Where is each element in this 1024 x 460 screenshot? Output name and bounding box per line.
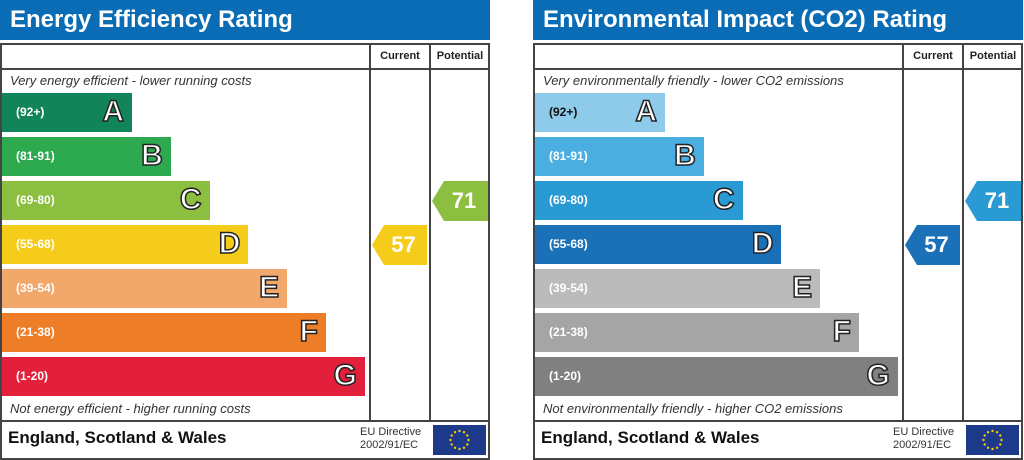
directive-label: EU Directive: [893, 426, 955, 438]
band-c: (69-80) C: [535, 181, 743, 220]
band-e: (39-54) E: [535, 269, 821, 308]
band-c: (69-80) C: [2, 181, 210, 220]
current-rating-arrow: 57: [372, 225, 427, 265]
band-range: (1-20): [16, 369, 49, 383]
potential-rating-arrow: 71: [965, 181, 1021, 221]
band-letter: G: [866, 358, 891, 393]
band-range: (39-54): [549, 281, 588, 295]
chart-title: Energy Efficiency Rating: [0, 0, 490, 40]
eu-directive: EU Directive 2002/91/EC: [893, 426, 954, 452]
band-letter: E: [791, 270, 813, 305]
band-letter: F: [832, 314, 852, 349]
divider: [0, 420, 490, 422]
band-letter: C: [179, 182, 202, 217]
directive-number: 2002/91/EC: [360, 439, 419, 451]
band-letter: B: [140, 138, 163, 173]
energy-efficiency-chart: Energy Efficiency Rating Current Potenti…: [0, 0, 490, 460]
band-g: (1-20) G: [535, 357, 898, 396]
column-potential: Potential: [436, 50, 484, 62]
band-d: (55-68) D: [535, 225, 782, 264]
top-note: Very environmentally friendly - lower CO…: [543, 73, 844, 88]
eu-flag-icon: [433, 425, 486, 455]
current-rating-arrow: 57: [905, 225, 960, 265]
band-range: (69-80): [16, 193, 55, 207]
divider: [902, 43, 904, 420]
bottom-note: Not energy efficient - higher running co…: [10, 401, 251, 416]
band-range: (55-68): [549, 237, 588, 251]
band-letter: D: [218, 226, 241, 261]
region-label: England, Scotland & Wales: [8, 428, 227, 447]
divider: [533, 420, 1023, 422]
band-letter: G: [333, 358, 358, 393]
band-range: (1-20): [549, 369, 582, 383]
divider: [429, 43, 431, 420]
band-letter: B: [673, 138, 696, 173]
potential-rating-arrow: 71: [432, 181, 488, 221]
eu-flag-icon: [966, 425, 1019, 455]
band-f: (21-38) F: [2, 313, 326, 352]
top-note: Very energy efficient - lower running co…: [10, 73, 252, 88]
directive-number: 2002/91/EC: [893, 439, 952, 451]
directive-label: EU Directive: [360, 426, 422, 438]
band-range: (92+): [16, 105, 45, 119]
divider: [369, 43, 371, 420]
band-range: (81-91): [549, 149, 588, 163]
chart-frame: [0, 43, 490, 460]
bottom-note: Not environmentally friendly - higher CO…: [543, 401, 843, 416]
band-a: (92+) A: [535, 93, 665, 132]
band-e: (39-54) E: [2, 269, 288, 308]
column-current: Current: [380, 50, 420, 62]
divider: [0, 68, 490, 70]
region-label: England, Scotland & Wales: [541, 428, 760, 447]
band-letter: D: [751, 226, 774, 261]
divider: [533, 68, 1023, 70]
band-f: (21-38) F: [535, 313, 859, 352]
band-letter: A: [635, 94, 658, 129]
chart-frame: [533, 43, 1023, 460]
band-range: (81-91): [16, 149, 55, 163]
band-b: (81-91) B: [535, 137, 704, 176]
eu-directive: EU Directive 2002/91/EC: [360, 426, 421, 452]
band-range: (69-80): [549, 193, 588, 207]
band-letter: E: [258, 270, 280, 305]
band-range: (21-38): [16, 325, 55, 339]
band-range: (55-68): [16, 237, 55, 251]
band-range: (21-38): [549, 325, 588, 339]
chart-title: Environmental Impact (CO2) Rating: [533, 0, 1023, 40]
band-b: (81-91) B: [2, 137, 171, 176]
band-letter: C: [712, 182, 735, 217]
divider: [962, 43, 964, 420]
band-d: (55-68) D: [2, 225, 249, 264]
band-g: (1-20) G: [2, 357, 365, 396]
band-range: (92+): [549, 105, 578, 119]
band-range: (39-54): [16, 281, 55, 295]
band-letter: F: [299, 314, 319, 349]
column-current: Current: [913, 50, 953, 62]
column-potential: Potential: [969, 50, 1017, 62]
band-a: (92+) A: [2, 93, 132, 132]
environmental-impact-chart: Environmental Impact (CO2) Rating Curren…: [533, 0, 1023, 460]
band-letter: A: [102, 94, 125, 129]
